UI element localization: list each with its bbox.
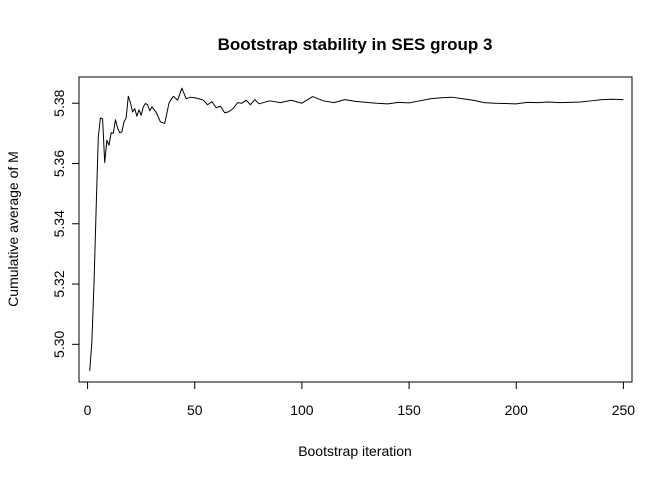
series-line-cumulative-average [89,87,624,371]
y-tick-label: 5.38 [51,89,67,116]
x-tick-label: 0 [84,402,92,418]
x-tick-label: 50 [187,402,203,418]
y-tick-label: 5.36 [51,150,67,177]
x-axis-label: Bootstrap iteration [298,443,412,459]
x-axis: 0 50 100 150 200 250 [84,381,636,418]
x-tick-label: 200 [505,402,529,418]
x-tick-label: 150 [397,402,421,418]
x-tick-label: 250 [612,402,636,418]
y-tick-label: 5.32 [51,270,67,297]
y-axis: 5.30 5.32 5.34 5.36 5.38 [51,89,80,358]
y-tick-label: 5.30 [51,330,67,357]
chart-title: Bootstrap stability in SES group 3 [218,35,493,54]
y-tick-label: 5.34 [51,210,67,237]
y-axis-label: Cumulative average of M [5,151,21,307]
x-tick-label: 100 [290,402,314,418]
